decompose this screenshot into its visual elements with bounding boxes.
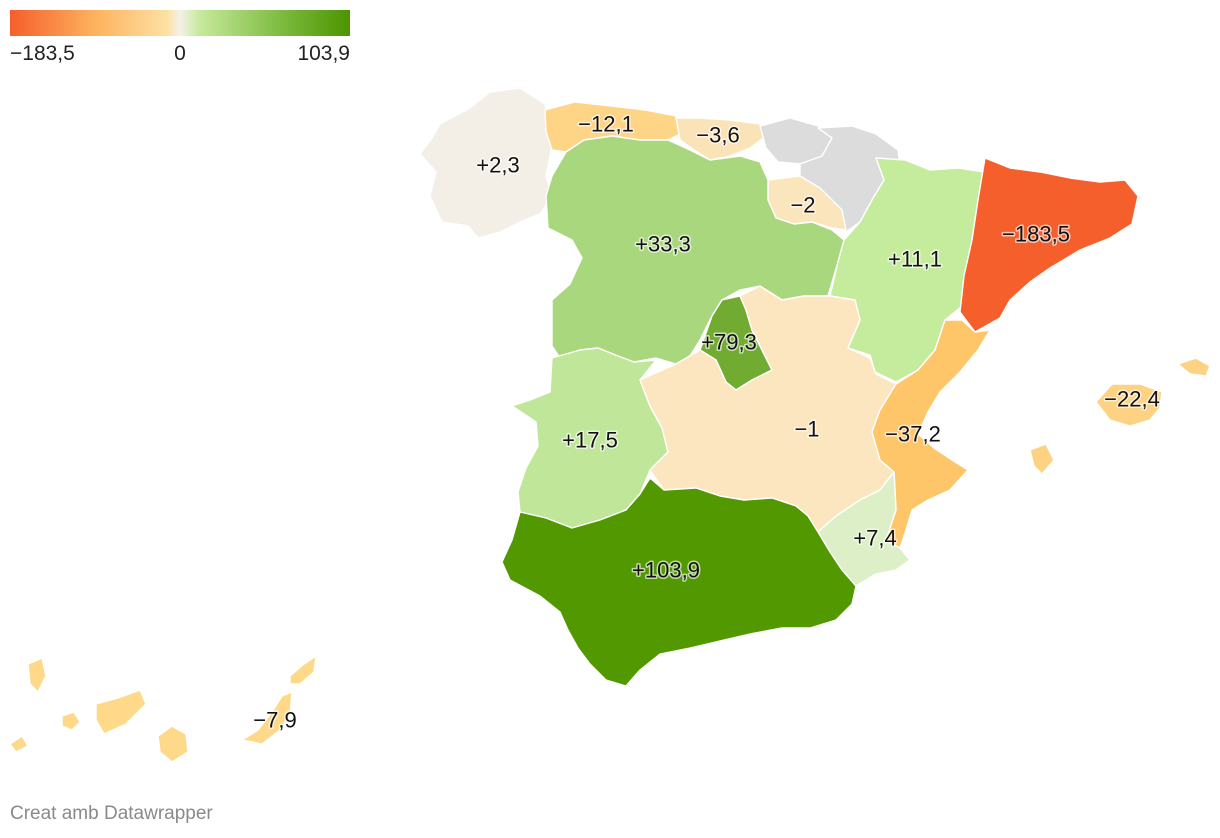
region-shape-castilla-leon[interactable] (545, 135, 845, 365)
region-canarias[interactable] (9, 655, 317, 763)
region-navarra[interactable] (799, 125, 901, 233)
region-shape-canarias-2[interactable] (95, 689, 147, 735)
region-shape-navarra[interactable] (799, 125, 901, 233)
region-galicia[interactable] (419, 87, 553, 239)
region-label-valencia: −37,2 (885, 422, 941, 447)
legend-mid-label: 0 (174, 42, 186, 65)
region-shape-canarias-6[interactable] (9, 735, 29, 753)
credit-text: Creat amb Datawrapper (10, 803, 213, 824)
region-shape-canarias-4[interactable] (241, 691, 293, 745)
region-castilla-leon[interactable] (545, 135, 845, 365)
legend-color-bar (10, 10, 350, 36)
region-label-madrid: +79,3 (701, 330, 757, 355)
region-illes-balears[interactable] (1029, 357, 1211, 475)
region-label-murcia: +7,4 (853, 526, 896, 551)
color-legend: −183,5 0 103,9 (10, 10, 350, 66)
region-shape-catalunya[interactable] (959, 157, 1139, 333)
region-label-catalunya: −183,5 (1002, 222, 1070, 247)
regions-layer (9, 87, 1211, 763)
region-shape-canarias-3[interactable] (157, 725, 189, 763)
region-label-castilla-la-mancha: −1 (794, 417, 819, 442)
region-shape-canarias-1[interactable] (61, 711, 81, 731)
region-catalunya[interactable] (959, 157, 1139, 333)
region-shape-valencia[interactable] (871, 319, 991, 549)
region-label-castilla-leon: +33,3 (635, 232, 691, 257)
region-label-galicia: +2,3 (476, 153, 519, 178)
region-shape-illes-balears-1[interactable] (1177, 357, 1211, 377)
region-label-canarias: −7,9 (253, 708, 296, 733)
region-label-aragon: +11,1 (888, 247, 942, 272)
region-shape-canarias[interactable] (27, 657, 47, 693)
region-shape-andalucia[interactable] (501, 477, 857, 687)
legend-min-label: −183,5 (10, 42, 75, 65)
region-label-andalucia: +103,9 (632, 558, 700, 583)
region-label-asturias: −12,1 (578, 112, 634, 137)
legend-max-label: 103,9 (297, 42, 350, 65)
region-label-la-rioja: −2 (790, 193, 815, 218)
region-andalucia[interactable] (501, 477, 857, 687)
region-shape-galicia[interactable] (419, 87, 553, 239)
labels-layer: +2,3 −12,1 −3,6 −2 +33,3 +11,1 −183,5 +79,3 +17,… (252, 110, 1162, 734)
region-shape-canarias-5[interactable] (289, 655, 317, 685)
region-shape-illes-balears[interactable] (1095, 383, 1163, 427)
region-label-illes-balears: −22,4 (1104, 387, 1160, 412)
region-cantabria[interactable] (675, 117, 767, 161)
region-label-cantabria: −3,6 (696, 123, 739, 148)
region-label-extremadura: +17,5 (562, 428, 618, 453)
region-shape-cantabria[interactable] (675, 117, 767, 161)
region-valencia[interactable] (871, 319, 991, 549)
region-shape-illes-balears-2[interactable] (1029, 443, 1055, 475)
